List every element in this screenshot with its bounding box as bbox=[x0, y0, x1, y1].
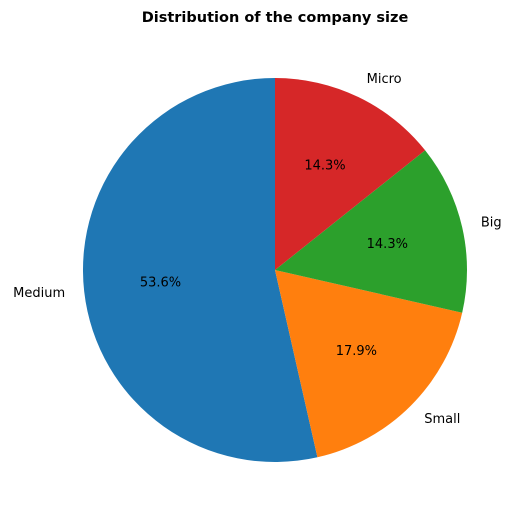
pct-label-micro: 14.3% bbox=[304, 159, 345, 174]
pct-label-small: 17.9% bbox=[336, 344, 377, 359]
chart-title: Distribution of the company size bbox=[142, 10, 409, 26]
slice-label-small: Small bbox=[424, 412, 460, 427]
pct-label-big: 14.3% bbox=[367, 237, 408, 252]
pie-slice-big bbox=[275, 150, 468, 313]
slice-label-micro: Micro bbox=[367, 72, 402, 87]
pie-slices bbox=[82, 78, 468, 462]
slice-label-big: Big bbox=[481, 216, 502, 231]
pie-slice-medium bbox=[82, 78, 318, 462]
slice-label-medium: Medium bbox=[13, 286, 65, 301]
pie-slice-micro bbox=[275, 78, 426, 270]
pie-labels: Medium 53.6% Small 17.9% Big 14.3% Micro 14.3% bbox=[13, 72, 502, 427]
pct-label-medium: 53.6% bbox=[140, 275, 181, 290]
pie-slice-small bbox=[275, 270, 463, 458]
